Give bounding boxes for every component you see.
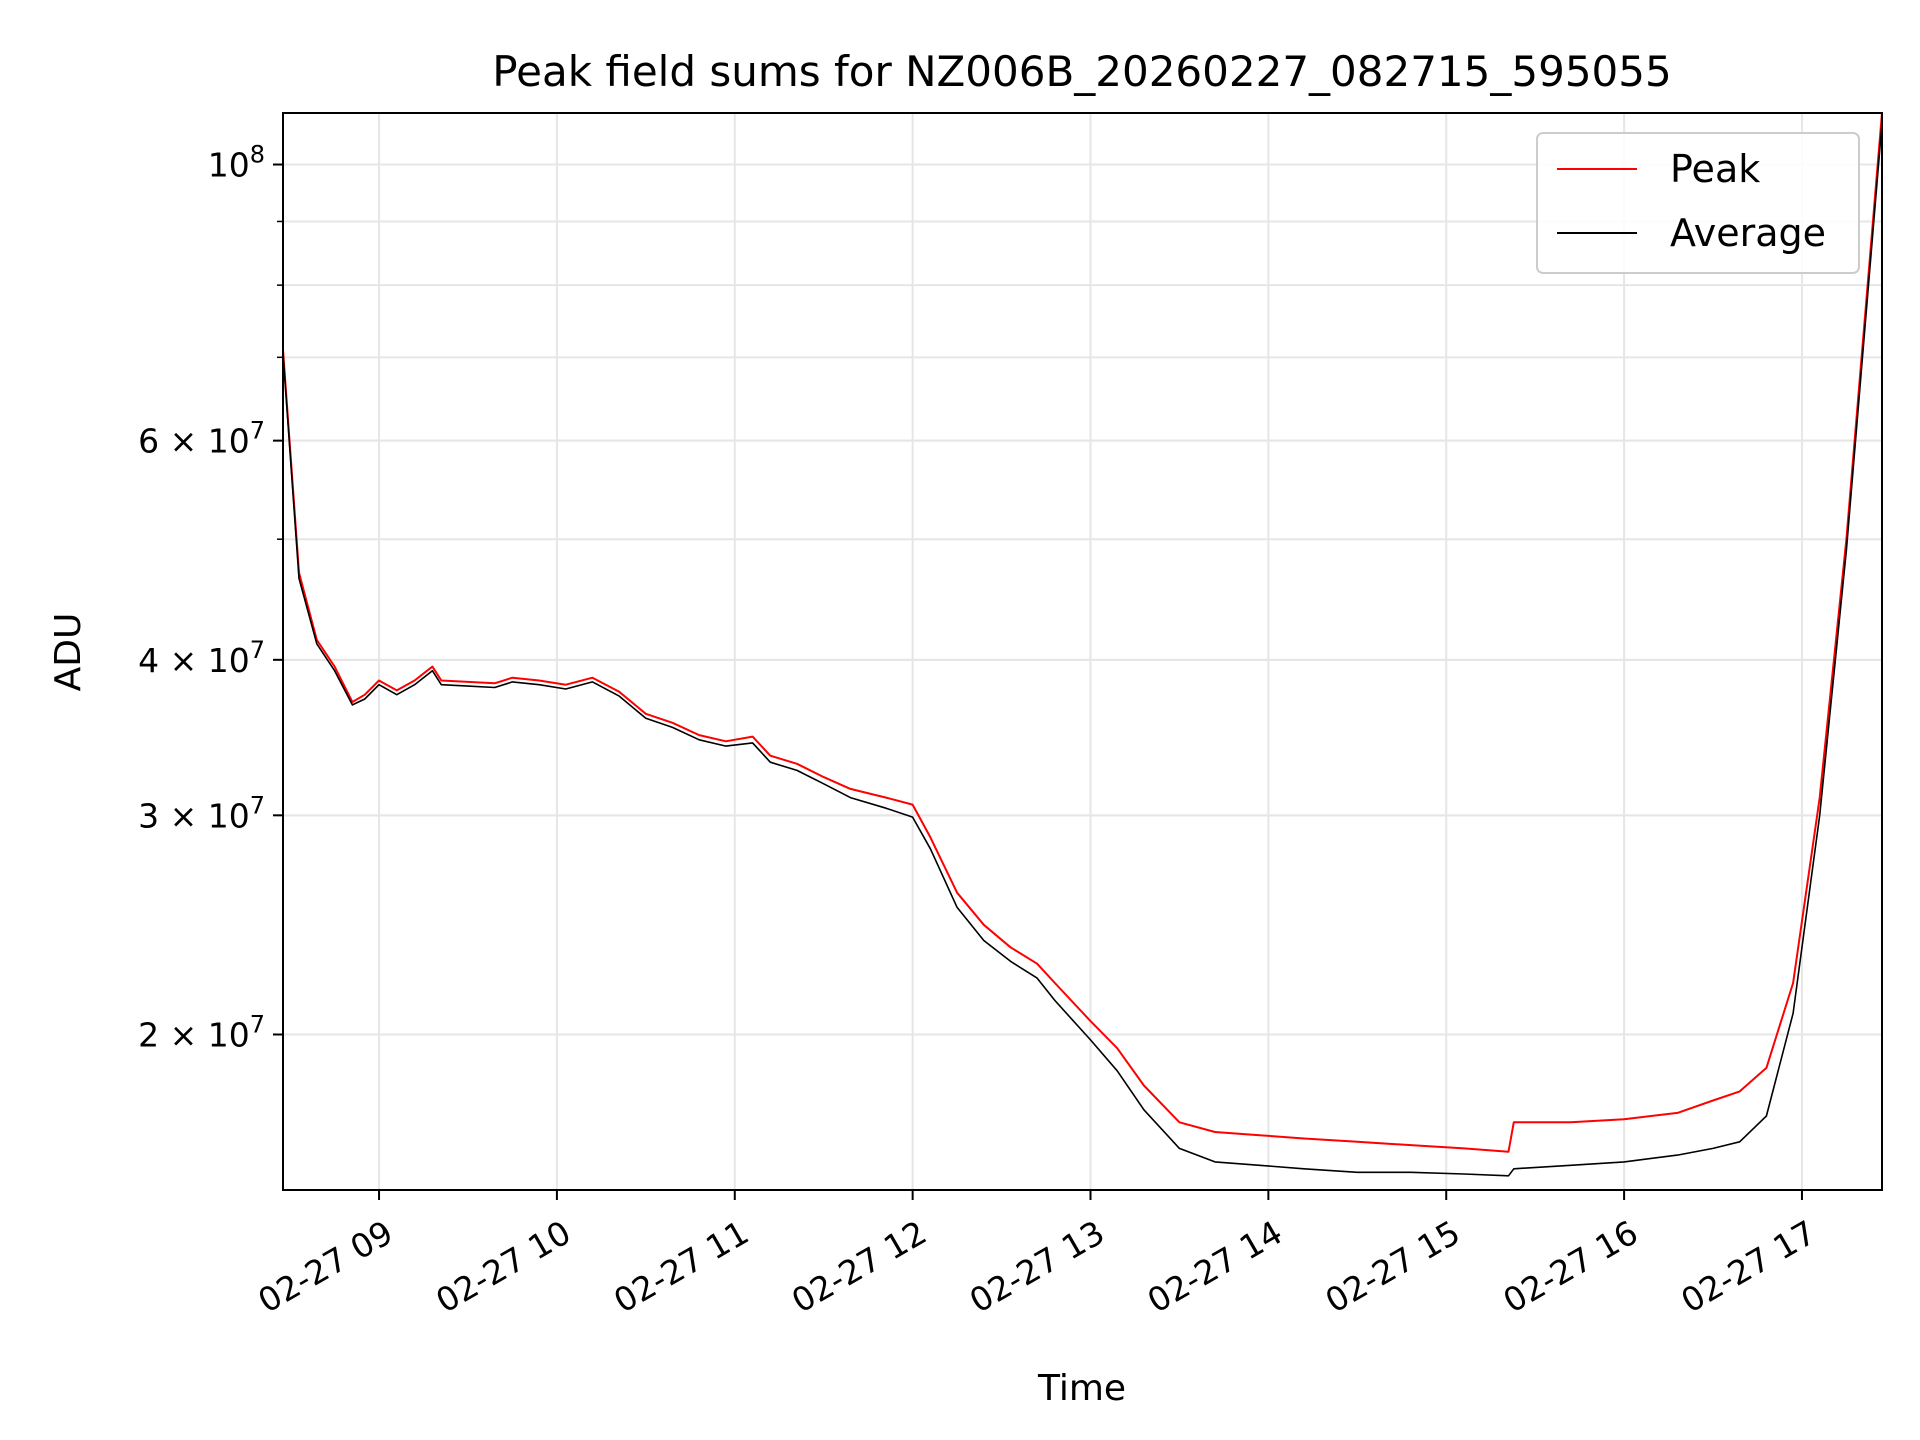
plot-frame (282, 112, 1883, 1191)
y-axis: 2 × 107 3 × 107 4 × 107 6 × 107 108 (138, 141, 283, 1054)
y-tick-label: 4 × 107 (138, 636, 265, 680)
legend-peak-label: Peak (1670, 147, 1760, 191)
y-tick-label: 6 × 107 (138, 417, 265, 461)
legend: Peak Average (1536, 132, 1860, 274)
series-line-peak (282, 112, 1883, 1153)
series-layer (282, 112, 1883, 1177)
legend-average-label: Average (1670, 211, 1826, 255)
y-tick-label: 3 × 107 (138, 791, 265, 835)
series-line-average (282, 122, 1883, 1177)
x-axis-label: Time (1037, 1368, 1126, 1409)
y-axis-label: ADU (48, 613, 89, 692)
y-tick-label: 2 × 107 (138, 1010, 265, 1054)
grid-lines (283, 113, 1882, 1190)
y-tick-label: 108 (208, 141, 265, 185)
chart-title: Peak field sums for NZ006B_20260227_0827… (492, 47, 1671, 96)
